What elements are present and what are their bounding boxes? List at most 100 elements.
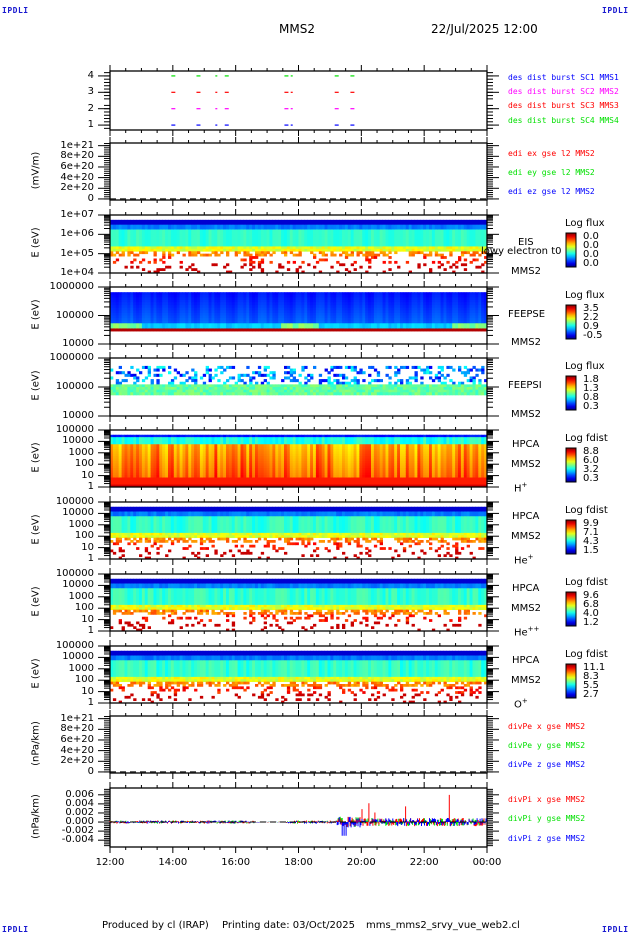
heatmap-cell — [304, 320, 308, 324]
heatmap-cell — [127, 246, 131, 250]
heatmap-cell — [191, 244, 195, 247]
heatmap-cell — [466, 318, 470, 322]
heatmap-cell — [455, 312, 459, 316]
heatmap-cell — [318, 379, 323, 383]
heatmap-cell — [365, 219, 369, 223]
heatmap-cell — [365, 270, 369, 274]
heatmap-cell — [153, 258, 157, 262]
heatmap-cell — [469, 320, 473, 324]
heatmap-cell — [191, 310, 195, 314]
heatmap-cell — [168, 241, 172, 245]
heatmap-cell — [202, 373, 207, 377]
heatmap-cell — [226, 292, 230, 296]
heatmap-cell — [420, 222, 424, 226]
heatmap-cell — [376, 371, 381, 375]
heatmap-cell — [472, 325, 476, 329]
heatmap-cell — [362, 328, 366, 332]
heatmap-cell — [478, 325, 482, 329]
heatmap-cell — [469, 305, 473, 309]
heatmap-cell — [252, 241, 256, 245]
heatmap-cell — [388, 251, 392, 255]
heatmap-cell — [371, 227, 375, 230]
heatmap-cell — [452, 294, 456, 298]
heatmap-cell — [286, 248, 291, 252]
heatmap-cell — [136, 224, 140, 228]
heatmap-cell — [130, 231, 134, 235]
heatmap-cell — [141, 310, 146, 314]
heatmap-cell — [426, 318, 430, 322]
heatmap-cell — [240, 323, 244, 327]
heatmap-cell — [179, 320, 183, 324]
heatmap-cell — [286, 307, 291, 311]
heatmap-cell — [484, 310, 488, 314]
heatmap-cell — [211, 229, 215, 233]
heatmap-cell — [252, 389, 256, 393]
heatmap-cell — [237, 389, 241, 393]
heatmap-cell — [266, 307, 270, 311]
heatmap-cell — [342, 315, 346, 319]
heatmap-cell — [391, 231, 395, 235]
heatmap-cell — [484, 318, 488, 322]
heatmap-cell — [115, 227, 120, 230]
heatmap-cell — [347, 307, 352, 311]
heatmap-cell — [455, 297, 459, 301]
heatmap-cell — [400, 320, 404, 324]
heatmap-cell — [301, 389, 305, 393]
heatmap-cell — [141, 379, 146, 383]
heatmap-cell — [182, 392, 186, 396]
heatmap-cell — [147, 320, 151, 324]
heatmap-cell — [449, 328, 453, 332]
heatmap-cell — [226, 246, 230, 250]
heatmap-cell — [405, 307, 410, 311]
heatmap-cell — [376, 294, 381, 298]
heatmap-cell — [336, 236, 340, 240]
heatmap-cell — [292, 244, 296, 247]
heatmap-cell — [115, 323, 120, 327]
heatmap-cell — [460, 236, 465, 240]
heatmap-cell — [379, 227, 383, 230]
heatmap-cell — [388, 241, 392, 245]
heatmap-cell — [127, 307, 131, 311]
heatmap-cell — [315, 315, 320, 319]
heatmap-cell — [484, 307, 488, 311]
heatmap-cell — [365, 222, 369, 226]
heatmap-cell — [437, 320, 441, 324]
heatmap-cell — [359, 234, 363, 238]
heatmap-cell — [388, 297, 392, 301]
heatmap-cell — [423, 307, 427, 311]
heatmap-cell — [275, 318, 279, 322]
heatmap-cell — [318, 294, 323, 298]
heatmap-cell — [162, 315, 166, 319]
heatmap-cell — [139, 392, 143, 396]
heatmap-cell — [458, 229, 462, 233]
heatmap-cell — [153, 270, 157, 274]
heatmap-cell — [382, 310, 386, 314]
heatmap-cell — [246, 246, 250, 250]
heatmap-cell — [182, 236, 186, 240]
heatmap-cell — [130, 251, 134, 255]
edi-frame — [109, 142, 488, 201]
heatmap-cell — [257, 325, 262, 329]
heatmap-cell — [446, 260, 450, 264]
heatmap-cell — [313, 256, 317, 259]
heatmap-cell — [133, 236, 137, 240]
heatmap-cell — [136, 323, 140, 327]
heatmap-cell — [362, 224, 366, 228]
heatmap-cell — [440, 302, 444, 306]
heatmap-cell — [269, 229, 273, 233]
heatmap-cell — [420, 234, 424, 238]
heatmap-cell — [458, 297, 462, 301]
heatmap-cell — [298, 384, 302, 388]
heatmap-cell — [388, 222, 392, 226]
heatmap-cell — [443, 294, 447, 298]
heatmap-cell — [165, 299, 169, 303]
heatmap-cell — [211, 302, 215, 306]
heatmap-cell — [423, 248, 427, 252]
heatmap-cell — [289, 373, 294, 377]
heatmap-cell — [118, 323, 122, 327]
heatmap-cell — [408, 310, 412, 314]
heatmap-cell — [191, 384, 195, 388]
heatmap-cell — [168, 312, 172, 316]
heatmap-cell — [115, 299, 120, 303]
heatmap-cell — [173, 325, 178, 329]
